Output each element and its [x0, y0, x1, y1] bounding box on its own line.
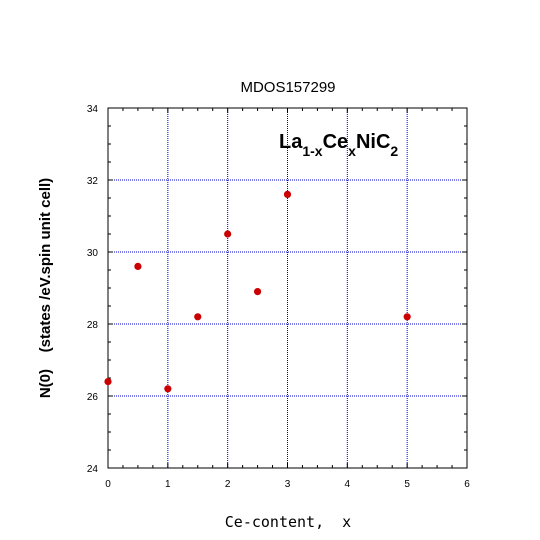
x-axis-label: Ce-content, x — [225, 513, 351, 531]
x-tick-label: 5 — [404, 479, 410, 490]
formula-sub-1-x: 1-x — [302, 143, 322, 159]
y-tick-label: 28 — [87, 320, 99, 331]
data-points — [104, 190, 411, 393]
data-point — [283, 190, 292, 198]
data-point — [224, 230, 232, 238]
data-point — [164, 385, 172, 393]
x-tick-label: 2 — [225, 479, 231, 490]
plot-frame — [107, 107, 468, 469]
y-tick-label: 24 — [87, 464, 99, 475]
data-point — [403, 313, 411, 321]
data-point — [253, 288, 262, 296]
chart-title: MDOS157299 — [240, 79, 335, 96]
x-tick-label: 3 — [285, 479, 291, 490]
x-tick-label: 1 — [165, 479, 171, 490]
x-tick-label: 6 — [464, 479, 470, 490]
data-point — [194, 313, 202, 321]
formula-nic: NiC — [356, 131, 390, 153]
formula-sub-x: x — [348, 143, 356, 159]
y-tick-label: 34 — [87, 104, 99, 115]
x-tick-label: 4 — [345, 479, 351, 490]
formula-la: La — [279, 131, 303, 153]
data-point — [134, 262, 142, 270]
x-tick-label: 0 — [105, 479, 111, 490]
formula-annotation: La1-xCexNiC2 — [279, 131, 398, 159]
formula-ce: Ce — [323, 131, 349, 153]
y-tick-label: 30 — [87, 248, 99, 259]
formula-sub-2: 2 — [390, 143, 398, 159]
y-tick-label: 26 — [87, 392, 99, 403]
grid — [108, 108, 467, 468]
y-axis-label: N(0) (states /eV.spin unit cell) — [37, 178, 54, 398]
y-tick-label: 32 — [87, 176, 99, 187]
data-point — [104, 378, 112, 386]
